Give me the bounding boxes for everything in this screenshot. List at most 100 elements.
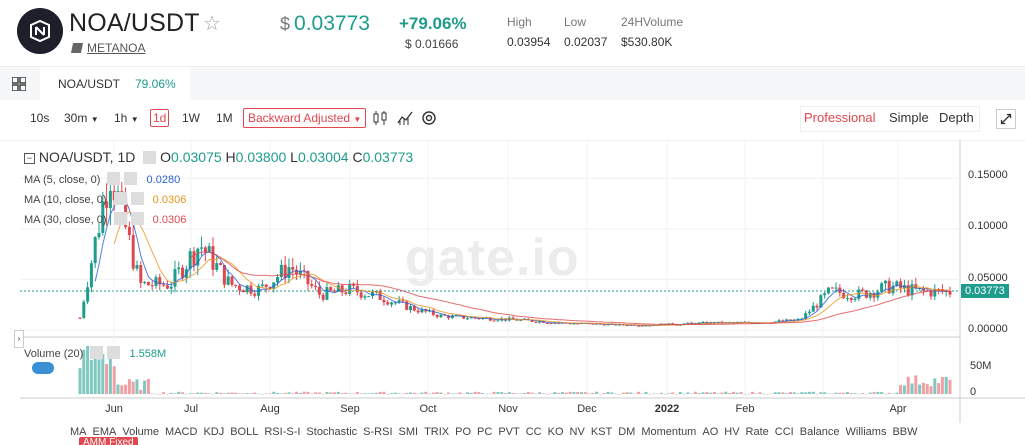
close-icon[interactable] bbox=[130, 192, 144, 205]
volume-bar bbox=[131, 381, 135, 394]
candle-body bbox=[390, 302, 394, 305]
candle-body bbox=[196, 248, 200, 266]
settings-icon[interactable] bbox=[107, 172, 121, 185]
indicator-tab[interactable]: MACD bbox=[165, 426, 198, 438]
indicator-tab[interactable]: Volume bbox=[122, 426, 160, 438]
star-icon[interactable]: ☆ bbox=[203, 13, 221, 35]
volume-bar bbox=[230, 392, 234, 394]
volume-bar bbox=[914, 375, 918, 394]
indicator-tab[interactable]: KST bbox=[590, 426, 613, 438]
chart-grid-icon[interactable] bbox=[12, 77, 26, 91]
indicator-tab[interactable]: HV bbox=[724, 426, 740, 438]
view-switcher bbox=[800, 106, 980, 132]
candle-body bbox=[439, 314, 443, 318]
indicator-tab[interactable]: AO bbox=[702, 426, 719, 438]
indicator-tab[interactable]: RSI-S-I bbox=[264, 426, 301, 438]
volume-bar bbox=[439, 392, 443, 394]
indicator-tab[interactable]: SMI bbox=[398, 426, 419, 438]
indicator-tab[interactable]: Rate bbox=[745, 426, 769, 438]
candle-body bbox=[447, 315, 451, 319]
volume-bar bbox=[792, 392, 796, 394]
volume-bar bbox=[336, 391, 340, 394]
indicator-tab[interactable]: Balance bbox=[799, 426, 840, 438]
settings-icon[interactable] bbox=[113, 212, 127, 225]
candle-body bbox=[287, 267, 291, 278]
indicator-tab[interactable]: DM bbox=[618, 426, 636, 438]
price-chart[interactable]: gate.io − NOA/USDT, 1D O0.03075 H0.03800… bbox=[0, 140, 1025, 445]
volume-bar bbox=[861, 393, 865, 394]
candle-body bbox=[344, 292, 348, 294]
settings-icon[interactable] bbox=[420, 109, 438, 127]
panel-handle[interactable]: › bbox=[14, 330, 24, 348]
volume-tick-label: 50M bbox=[970, 360, 992, 372]
volume-bar bbox=[576, 391, 580, 394]
expand-icon[interactable] bbox=[996, 109, 1016, 129]
indicator-tab[interactable]: MA bbox=[70, 426, 87, 438]
indicator-tab[interactable]: NV bbox=[569, 426, 585, 438]
indicator-tab[interactable]: CC bbox=[525, 426, 542, 438]
volume-bar bbox=[253, 392, 257, 394]
tab-professional[interactable]: Professional bbox=[804, 110, 876, 125]
indicator-tab[interactable]: BOLL bbox=[230, 426, 259, 438]
chart-canvas[interactable] bbox=[0, 140, 1025, 445]
volume-bar bbox=[169, 392, 173, 394]
volume-bars-layer bbox=[78, 345, 952, 395]
close-icon[interactable] bbox=[124, 172, 138, 185]
candle-body bbox=[154, 277, 158, 286]
tab-noa-usdt[interactable]: NOA/USDT 79.06% bbox=[40, 67, 190, 101]
indicator-tab[interactable]: Stochastic bbox=[306, 426, 358, 438]
x-tick-label: Dec bbox=[577, 403, 597, 415]
indicator-tab[interactable]: PO bbox=[455, 426, 472, 438]
price-usd-sub: $ 0.01666 bbox=[405, 37, 459, 51]
candle-body bbox=[435, 314, 439, 318]
candle-body bbox=[568, 323, 572, 325]
volume-bar bbox=[382, 391, 386, 394]
close-icon[interactable] bbox=[130, 212, 144, 225]
close-icon[interactable] bbox=[107, 346, 121, 359]
volume-bar bbox=[735, 392, 739, 394]
collapse-icon[interactable]: − bbox=[24, 153, 35, 164]
project-link[interactable]: METANOA bbox=[70, 41, 145, 55]
timeframe-10s[interactable]: 10s bbox=[30, 111, 50, 125]
indicator-tab[interactable]: EMA bbox=[92, 426, 117, 438]
candle-body bbox=[842, 292, 846, 299]
indicators-icon[interactable] bbox=[396, 109, 414, 127]
settings-icon[interactable] bbox=[113, 192, 127, 205]
volume-bar bbox=[108, 358, 112, 394]
indicator-tab[interactable]: KDJ bbox=[203, 426, 225, 438]
candle-body bbox=[899, 281, 903, 289]
volume-bar bbox=[933, 378, 937, 394]
tab-depth[interactable]: Depth bbox=[939, 110, 974, 125]
settings-icon[interactable] bbox=[90, 346, 104, 359]
candlestick-type-icon[interactable] bbox=[371, 109, 389, 127]
indicator-tab[interactable]: BBW bbox=[892, 426, 918, 438]
indicator-tab[interactable]: CCI bbox=[774, 426, 794, 438]
timeframe-30m[interactable]: 30m ▼ bbox=[64, 111, 99, 125]
timeframe-1m[interactable]: 1M bbox=[216, 111, 233, 125]
volume-bar bbox=[872, 392, 876, 394]
indicator-tab[interactable]: Williams bbox=[845, 426, 887, 438]
volume-bar bbox=[298, 392, 302, 394]
indicator-tab[interactable]: KO bbox=[547, 426, 564, 438]
ma5-legend: MA (5, close, 0) 0.0280 bbox=[24, 172, 180, 186]
indicator-tab[interactable]: PC bbox=[477, 426, 493, 438]
candle-body bbox=[420, 309, 424, 313]
candle-body bbox=[101, 201, 105, 233]
tab-simple[interactable]: Simple bbox=[889, 110, 929, 125]
indicator-tab[interactable]: Momentum bbox=[641, 426, 697, 438]
settings-icon[interactable] bbox=[143, 151, 157, 164]
timeframe-1h[interactable]: 1h ▼ bbox=[114, 111, 139, 125]
indicator-tab[interactable]: TRIX bbox=[424, 426, 450, 438]
volume-bar bbox=[781, 392, 785, 394]
indicator-tab[interactable]: S-RSI bbox=[363, 426, 393, 438]
candle-body bbox=[416, 310, 420, 313]
candle-body bbox=[553, 322, 557, 324]
indicator-tab[interactable]: PVT bbox=[498, 426, 520, 438]
timeframe-1w[interactable]: 1W bbox=[182, 111, 200, 125]
tab-change-label: 79.06% bbox=[135, 77, 176, 91]
price-adjust-select[interactable]: Backward Adjusted ▼ bbox=[243, 108, 367, 128]
timeframe-1d[interactable]: 1d bbox=[150, 109, 170, 127]
candle-body bbox=[777, 320, 781, 322]
volume-bar bbox=[371, 393, 375, 394]
candle-body bbox=[321, 294, 325, 300]
